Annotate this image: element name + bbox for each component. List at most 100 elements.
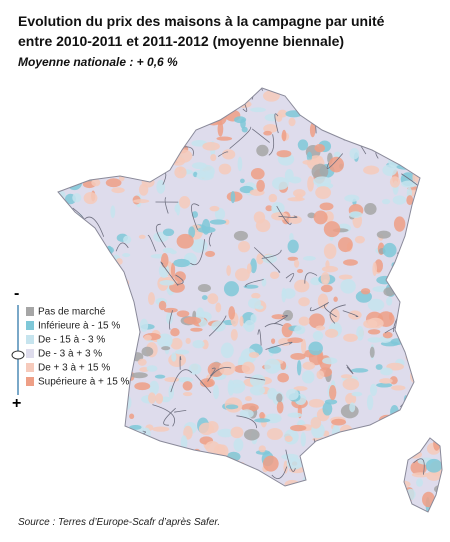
map-patch bbox=[379, 378, 393, 384]
map-patch bbox=[306, 151, 313, 162]
map-patch bbox=[382, 113, 391, 125]
map-patch bbox=[430, 324, 442, 333]
map-patch bbox=[226, 265, 231, 276]
map-patch bbox=[369, 346, 375, 358]
map-patch bbox=[222, 492, 238, 498]
map-patch bbox=[336, 451, 354, 463]
map-patch bbox=[435, 276, 442, 291]
map-patch bbox=[197, 472, 206, 486]
map-patch bbox=[89, 409, 100, 425]
map-patch bbox=[412, 416, 427, 426]
map-patch bbox=[429, 279, 442, 293]
map-patch bbox=[142, 487, 156, 498]
map-patch bbox=[424, 275, 437, 288]
map-patch bbox=[170, 328, 180, 337]
map-patch bbox=[155, 393, 164, 404]
map-patch bbox=[389, 176, 401, 188]
map-patch bbox=[262, 254, 278, 264]
department-border bbox=[194, 374, 212, 394]
department-border bbox=[257, 329, 262, 346]
map-patch bbox=[278, 494, 287, 499]
map-patch bbox=[147, 392, 156, 404]
map-patch bbox=[122, 348, 135, 355]
map-patch bbox=[67, 404, 77, 418]
map-patch bbox=[230, 426, 244, 439]
legend-label: Pas de marché bbox=[38, 307, 106, 318]
map-patch bbox=[171, 352, 177, 362]
map-patch bbox=[388, 432, 405, 446]
map-patch bbox=[58, 394, 60, 410]
map-patch bbox=[431, 222, 442, 231]
map-patch bbox=[380, 466, 397, 475]
department-border bbox=[271, 466, 288, 480]
map-patch bbox=[63, 88, 79, 90]
map-patch bbox=[402, 416, 414, 426]
map-patch bbox=[210, 112, 219, 121]
map-patch bbox=[386, 296, 393, 306]
map-patch bbox=[333, 296, 338, 302]
map-patch bbox=[366, 507, 380, 512]
map-patch bbox=[59, 115, 65, 120]
map-patch bbox=[365, 457, 371, 472]
map-patch bbox=[335, 107, 343, 123]
map-patch bbox=[176, 201, 181, 216]
map-patch bbox=[108, 443, 122, 458]
map-patch bbox=[323, 471, 332, 480]
map-patch bbox=[433, 437, 441, 451]
department-border bbox=[160, 261, 179, 286]
map-patch bbox=[239, 316, 244, 327]
legend-swatch bbox=[26, 377, 34, 386]
map-patch bbox=[67, 257, 75, 274]
department-border bbox=[346, 364, 354, 375]
department-border bbox=[155, 223, 166, 248]
map-patch bbox=[346, 124, 356, 133]
map-patch bbox=[58, 407, 67, 421]
map-patch bbox=[343, 333, 358, 342]
map-patch bbox=[408, 284, 418, 292]
map-patch bbox=[129, 413, 135, 419]
map-patch bbox=[276, 401, 284, 414]
map-patch bbox=[372, 437, 391, 446]
map-patch bbox=[393, 216, 406, 232]
map-patch bbox=[128, 431, 135, 442]
department-border bbox=[276, 205, 292, 225]
map-patch bbox=[154, 374, 166, 379]
map-patch bbox=[93, 265, 99, 270]
map-patch bbox=[249, 385, 266, 396]
map-patch bbox=[182, 391, 193, 397]
map-patch bbox=[122, 253, 131, 258]
map-patch bbox=[108, 399, 118, 410]
map-patch bbox=[440, 427, 442, 444]
map-patch bbox=[250, 168, 265, 180]
map-patch bbox=[131, 372, 148, 379]
map-patch bbox=[381, 90, 398, 106]
department-border bbox=[115, 242, 129, 252]
map-patch bbox=[378, 121, 385, 138]
map-patch bbox=[268, 346, 282, 354]
map-patch bbox=[290, 353, 306, 360]
map-patch bbox=[123, 330, 133, 346]
map-patch bbox=[416, 403, 429, 411]
map-patch bbox=[328, 88, 341, 91]
map-patch bbox=[71, 406, 83, 417]
map-patch bbox=[212, 463, 224, 479]
map-patch bbox=[247, 297, 261, 309]
map-patch bbox=[218, 163, 232, 175]
map-patch bbox=[140, 152, 154, 169]
map-patch bbox=[254, 418, 271, 423]
map-patch bbox=[239, 510, 245, 512]
map-patch bbox=[432, 143, 442, 155]
map-patch bbox=[206, 464, 218, 473]
map-patch bbox=[109, 466, 115, 478]
map-patch bbox=[387, 446, 401, 453]
map-patch bbox=[440, 306, 442, 318]
map-patch bbox=[261, 277, 267, 287]
map-patch bbox=[123, 326, 128, 335]
map-patch bbox=[170, 337, 183, 350]
map-patch bbox=[333, 151, 341, 159]
legend-minus: - bbox=[14, 285, 19, 302]
map-patch bbox=[313, 507, 321, 512]
map-patch bbox=[266, 427, 283, 441]
department-border bbox=[203, 96, 211, 120]
map-patch bbox=[335, 88, 345, 90]
